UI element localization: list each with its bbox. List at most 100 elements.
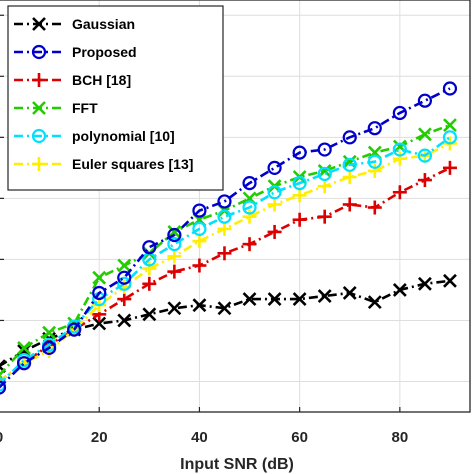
data-point — [92, 316, 107, 331]
data-point — [142, 261, 157, 276]
legend-label: polynomial [10] — [72, 128, 175, 144]
data-point — [342, 197, 357, 212]
legend-item-bch-18: BCH [18] — [14, 72, 131, 88]
x-tick-label: 20 — [91, 429, 108, 446]
data-point — [242, 176, 257, 191]
data-point — [192, 298, 207, 313]
data-point — [417, 148, 433, 163]
data-point — [217, 209, 232, 224]
legend-marker — [32, 17, 46, 31]
data-point — [317, 142, 332, 157]
legend-marker — [32, 73, 46, 87]
data-point — [42, 325, 57, 340]
marker-stroke — [267, 292, 282, 307]
data-point — [342, 157, 357, 172]
data-point — [92, 285, 107, 301]
data-point — [267, 292, 282, 307]
data-point — [167, 237, 182, 252]
series-proposed — [0, 81, 458, 395]
data-point — [217, 301, 232, 316]
x-axis-label: Input SNR (dB) — [180, 456, 294, 473]
data-point — [267, 197, 282, 212]
marker-stroke — [443, 273, 457, 288]
data-point — [292, 292, 307, 307]
marker-stroke — [92, 270, 107, 285]
data-point — [192, 221, 207, 236]
legend-item-fft: FFT — [14, 100, 98, 116]
data-point — [217, 246, 232, 261]
data-point — [167, 249, 182, 264]
data-point — [117, 276, 132, 291]
data-point — [167, 264, 182, 279]
data-point — [442, 160, 457, 175]
data-point — [442, 81, 458, 96]
data-point — [117, 258, 132, 273]
data-point — [117, 292, 132, 307]
marker-stroke — [317, 289, 332, 303]
legend-item-polynomial-10: polynomial [10] — [14, 128, 175, 144]
data-point — [392, 185, 407, 200]
data-point — [317, 179, 332, 194]
data-point — [117, 313, 132, 328]
data-point — [142, 240, 157, 255]
series-layer — [0, 81, 458, 395]
data-point — [417, 93, 433, 108]
data-point — [417, 127, 432, 142]
data-point — [292, 212, 307, 227]
series-line — [0, 87, 451, 389]
data-point — [317, 289, 332, 303]
data-point — [317, 166, 332, 182]
data-point — [292, 176, 307, 191]
legend-label: Euler squares [13] — [72, 156, 193, 172]
data-point — [16, 356, 32, 371]
plot-frame — [0, 0, 471, 413]
marker-stroke — [117, 258, 132, 273]
data-point — [342, 130, 357, 145]
marker-stroke — [92, 316, 107, 331]
data-point — [167, 227, 182, 243]
marker-stroke — [192, 298, 207, 313]
marker-stroke — [117, 313, 132, 328]
data-point — [67, 322, 82, 337]
axis-ticks: 0 20 40 60 80 — [0, 14, 409, 446]
data-point — [42, 340, 57, 356]
legend-label: Proposed — [72, 44, 137, 60]
data-point — [292, 145, 307, 160]
marker-stroke — [0, 359, 6, 368]
data-point — [392, 142, 407, 157]
marker-stroke — [342, 154, 357, 169]
marker-stroke — [417, 127, 432, 142]
data-point — [342, 170, 357, 185]
legend-label: FFT — [72, 100, 98, 116]
data-point — [443, 118, 457, 133]
legend-item-gaussian: Gaussian — [14, 16, 135, 32]
data-point — [367, 163, 382, 178]
series-polynomial-10 — [0, 130, 458, 392]
marker-stroke — [367, 295, 382, 310]
marker-stroke — [32, 101, 46, 115]
marker-stroke — [217, 301, 232, 316]
data-point — [417, 276, 432, 291]
data-point — [267, 224, 282, 239]
data-point — [192, 258, 207, 273]
data-point — [367, 200, 382, 215]
marker-stroke — [392, 139, 407, 154]
data-point — [292, 188, 307, 203]
data-point — [417, 173, 432, 188]
data-point — [192, 234, 207, 249]
legend-marker — [32, 157, 46, 171]
marker-stroke — [417, 276, 432, 291]
data-point — [367, 154, 382, 169]
marker-stroke — [42, 325, 57, 340]
legend-item-proposed: Proposed — [14, 44, 137, 60]
x-tick-label: 80 — [392, 429, 409, 446]
data-point — [242, 209, 257, 224]
data-point — [317, 209, 332, 224]
data-point — [267, 160, 282, 175]
legend-marker — [31, 128, 47, 144]
data-point — [117, 270, 132, 285]
legend-item-euler-squares-13: Euler squares [13] — [14, 156, 193, 172]
data-point — [142, 276, 157, 291]
legend-marker — [31, 44, 47, 60]
marker-stroke — [342, 286, 357, 300]
